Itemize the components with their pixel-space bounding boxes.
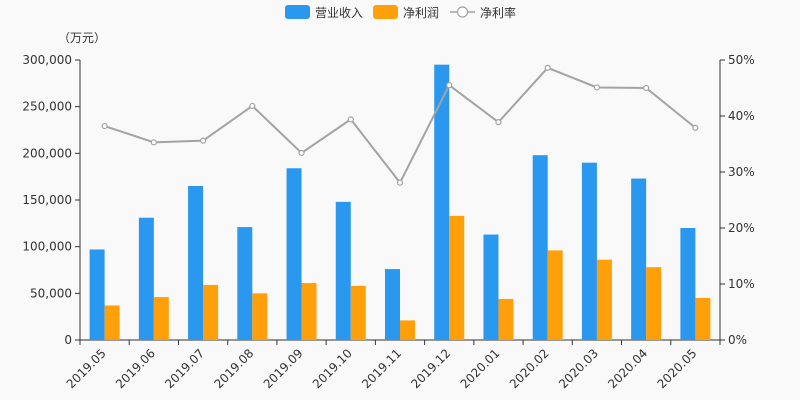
x-tick-label: 2020.03 [556, 346, 601, 391]
revenue-bar [286, 168, 302, 340]
x-tick-label: 2019.09 [261, 346, 306, 391]
net-margin-point [199, 137, 207, 144]
revenue-bar [188, 186, 204, 340]
right-tick-label: 30% [728, 165, 755, 179]
net-profit-bar [203, 284, 219, 340]
revenue-bar [385, 269, 400, 340]
net-margin-point [593, 84, 601, 91]
net-profit-bar [547, 250, 563, 340]
net-profit-bar [596, 259, 612, 340]
net-profit-bar [449, 215, 465, 340]
legend: 营业收入 净利润 净利率 [285, 5, 516, 20]
net-profit-bar [104, 305, 120, 340]
right-tick-label: 40% [728, 109, 755, 123]
right-tick-label: 20% [728, 221, 755, 235]
left-tick-label: 50,000 [30, 286, 72, 300]
revenue-bar [138, 217, 154, 340]
left-tick-label: 100,000 [22, 240, 72, 254]
right-tick-label: 50% [728, 53, 755, 67]
legend-revenue-swatch [285, 5, 310, 19]
x-tick-label: 2020.04 [605, 346, 650, 391]
x-tick-label: 2019.05 [64, 346, 109, 391]
net-margin-line [104, 66, 697, 185]
legend-revenue-label: 营业收入 [315, 6, 363, 20]
net-margin-point [446, 82, 453, 89]
left-tick-label: 250,000 [22, 100, 72, 114]
left-axis-unit-label: （万元） [58, 31, 106, 45]
x-tick-label: 2019.11 [359, 346, 404, 391]
x-tick-label: 2019.12 [408, 346, 453, 391]
x-tick-label: 2019.06 [113, 346, 158, 391]
left-tick-label: 150,000 [22, 193, 72, 207]
x-tick-label: 2019.07 [162, 346, 207, 391]
revenue-bar [89, 249, 105, 340]
right-tick-label: 0% [728, 333, 747, 347]
net-profit-bar [153, 297, 169, 340]
net-margin-point [101, 122, 108, 130]
x-tick-label: 2020.02 [507, 346, 552, 391]
revenue-bar [631, 178, 647, 340]
net-profit-bar [695, 298, 711, 340]
left-tick-label: 0 [64, 333, 72, 347]
net-margin-point [544, 64, 551, 71]
revenue-bar [680, 228, 696, 340]
revenue-bar [237, 227, 253, 340]
revenue-bar [532, 155, 548, 340]
x-tick-label: 2019.08 [211, 346, 256, 391]
net-margin-point [150, 139, 157, 146]
x-tick-label: 2020.01 [458, 346, 503, 391]
legend-net-profit-swatch [373, 5, 398, 19]
net-profit-bar [252, 293, 268, 340]
net-profit-bar [301, 283, 317, 340]
revenue-bar [483, 234, 499, 340]
net-profit-bar [498, 298, 514, 340]
left-tick-label: 300,000 [22, 53, 72, 67]
net-margin-point [643, 84, 650, 92]
net-profit-bar [646, 267, 662, 340]
revenue-bar [335, 201, 351, 340]
net-margin-point [495, 119, 502, 126]
net-margin-point [298, 149, 305, 157]
bars [89, 64, 711, 341]
x-tick-label: 2019.10 [310, 346, 355, 391]
legend-net-margin-label: 净利率 [480, 5, 516, 20]
legend-net-margin-marker [456, 6, 469, 18]
net-profit-bar [350, 285, 366, 340]
legend-net-profit-label: 净利润 [403, 6, 439, 20]
left-tick-label: 200,000 [22, 146, 72, 160]
x-tick-label: 2020.05 [655, 346, 700, 391]
net-margin-point [249, 102, 256, 110]
net-margin-point [347, 116, 354, 123]
net-margin-point [692, 124, 699, 131]
revenue-bar [581, 162, 597, 340]
line-series [101, 64, 699, 186]
net-margin-point [396, 179, 404, 186]
net-profit-bar [400, 320, 415, 340]
right-tick-label: 10% [728, 277, 755, 291]
revenue-bar [434, 64, 450, 341]
